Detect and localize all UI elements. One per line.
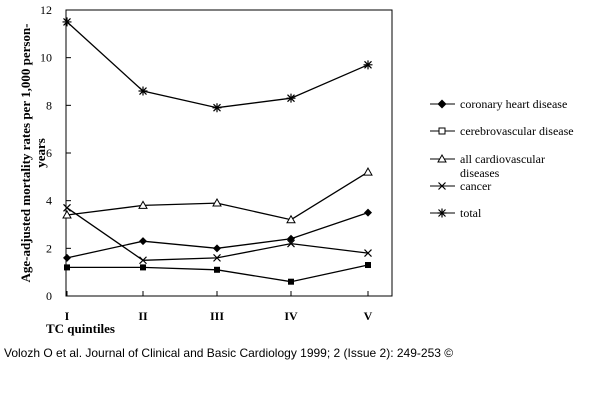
data-point-all-cardiovascular-diseases [363,167,373,176]
data-point-cancer [213,253,221,262]
x-tick-label: V [364,309,373,323]
data-point-cerebrovascular-disease [288,278,294,285]
y-tick-label: 4 [46,194,52,208]
data-point-cerebrovascular-disease [140,264,146,271]
y-axis-label-line-1: Age-adjusted mortality rates per 1,000 p… [18,24,33,283]
data-point-cancer [139,256,147,265]
y-axis-label: Age-adjusted mortality rates per 1,000 p… [18,24,48,283]
data-point-all-cardiovascular-diseases [286,214,296,224]
legend-label-cancer: cancer [460,179,491,193]
x-tick-label: IV [284,309,298,323]
y-tick-label: 0 [46,289,52,303]
data-point-coronary-heart-disease [139,237,147,246]
legend-label-total: total [460,206,482,220]
series-lines [66,21,369,283]
legend-item-cerebrovascular: cerebrovascular disease [430,124,574,138]
citation: Volozh O et al. Journal of Clinical and … [4,346,454,360]
data-point-total [138,86,148,96]
legend-item-all-cvd: all cardiovascular diseases [430,152,545,180]
plot-frame [65,9,393,297]
data-point-all-cardiovascular-diseases [212,198,222,207]
series-line-cancer [66,207,369,261]
x-axis-ticks: I II III IV V [65,291,373,323]
legend-label-all-cvd-line-1: all cardiovascular [460,152,545,166]
x-tick-label: I [65,309,70,323]
data-point-coronary-heart-disease [213,244,221,253]
data-point-total [286,93,296,103]
legend-label-all-cvd-line-2: diseases [460,166,500,180]
data-point-total [212,103,222,113]
data-point-all-cardiovascular-diseases [138,200,148,209]
data-point-cancer [63,203,71,212]
series-line-all-cardiovascular-diseases [66,171,369,221]
data-point-cerebrovascular-disease [365,262,371,269]
y-tick-label: 6 [46,146,52,160]
data-point-cerebrovascular-disease [214,266,220,273]
x-axis-label: TC quintiles [46,321,115,336]
data-point-total [363,60,373,70]
y-axis-ticks: 0 2 4 6 8 10 12 [40,3,71,303]
series-line-total [66,21,369,109]
legend: coronary heart disease cerebrovascular d… [430,97,574,220]
y-tick-label: 2 [46,241,52,255]
legend-item-cancer: cancer [430,179,491,193]
legend-label-coronary: coronary heart disease [460,97,567,111]
y-axis-label-line-2: years [33,138,48,168]
data-point-all-cardiovascular-diseases [62,209,72,219]
series-markers [62,17,373,285]
y-tick-label: 8 [46,98,52,112]
y-tick-label: 12 [40,3,52,17]
legend-item-coronary: coronary heart disease [430,97,567,111]
x-tick-label: II [138,309,148,323]
legend-item-total: total [430,206,482,220]
data-point-cancer [287,239,295,248]
x-tick-label: III [210,309,224,323]
data-point-cancer [364,249,372,258]
y-tick-label: 10 [40,51,52,65]
data-point-total [62,17,72,27]
data-point-coronary-heart-disease [63,253,71,262]
legend-label-cerebrovascular: cerebrovascular disease [460,124,574,138]
data-point-coronary-heart-disease [364,208,372,217]
data-point-cerebrovascular-disease [64,264,70,271]
